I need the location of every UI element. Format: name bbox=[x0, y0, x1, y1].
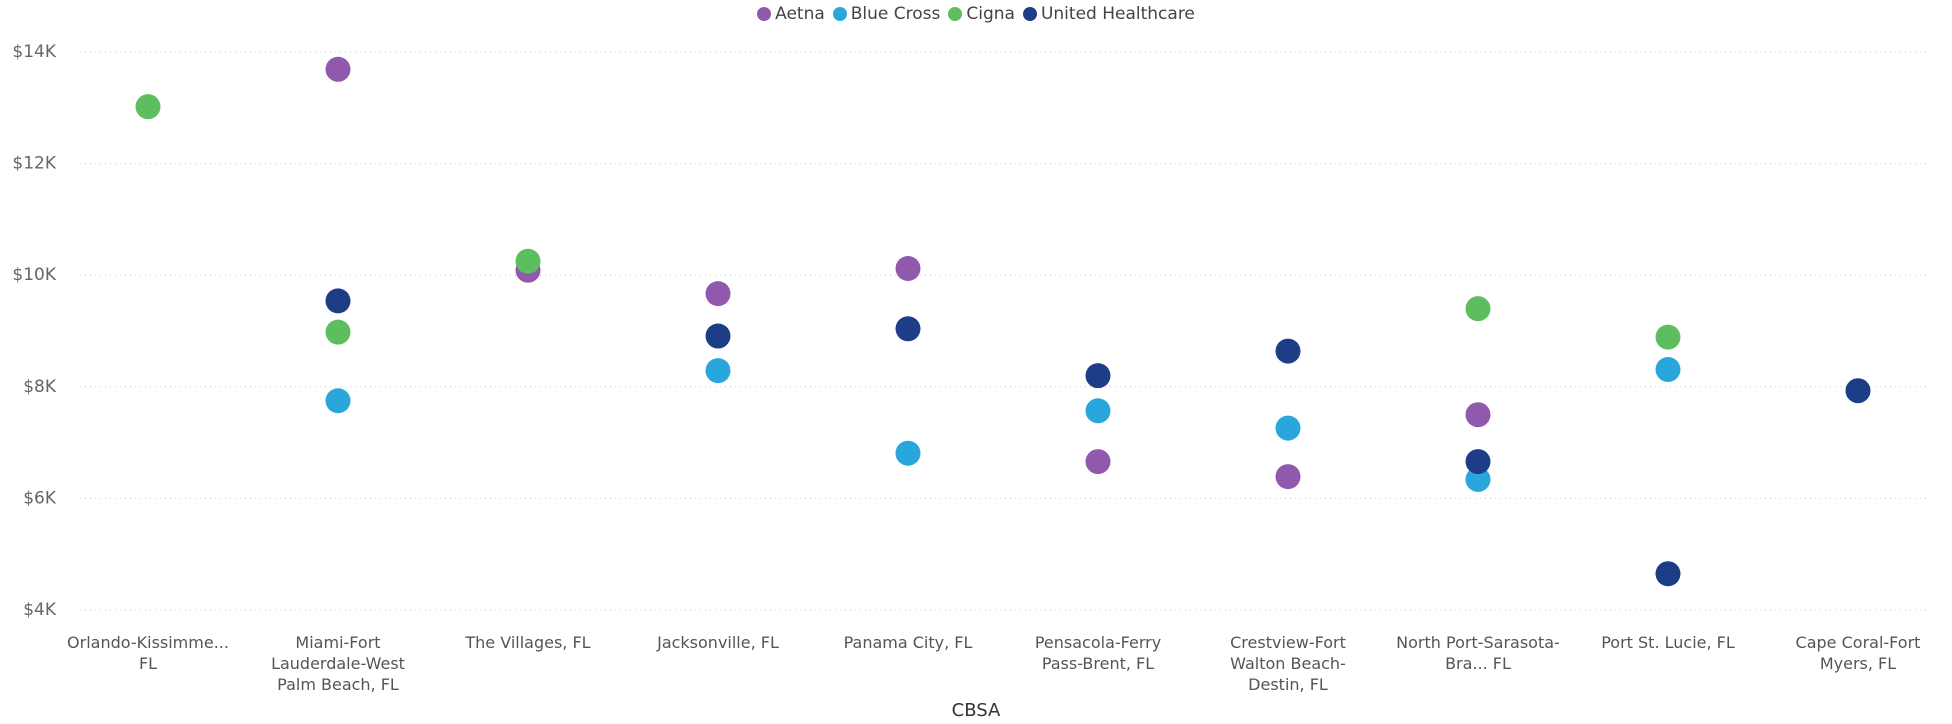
legend-label: Aetna bbox=[775, 4, 825, 24]
dot bbox=[705, 281, 731, 307]
legend-item: Aetna bbox=[757, 4, 825, 24]
y-tick-label: $10K bbox=[12, 265, 56, 285]
y-tick-label: $8K bbox=[23, 377, 57, 397]
legend-swatch bbox=[1022, 7, 1037, 21]
dot bbox=[1085, 398, 1111, 424]
y-tick-label: $12K bbox=[12, 154, 56, 174]
legend-label: United Healthcare bbox=[1040, 4, 1195, 24]
legend-swatch bbox=[757, 7, 772, 21]
legend-swatch bbox=[948, 7, 963, 21]
dot bbox=[325, 288, 351, 314]
dot bbox=[1085, 449, 1111, 475]
legend-item: Cigna bbox=[948, 4, 1015, 24]
x-axis-title: CBSA bbox=[951, 700, 1001, 721]
x-tick-label: Panama City, FL bbox=[843, 633, 973, 652]
x-tick-label: North Port-Sarasota-Bra... FL bbox=[1396, 633, 1560, 673]
dot bbox=[325, 319, 351, 345]
x-tick-label: Orlando-Kissimme... FL bbox=[67, 633, 229, 673]
dot bbox=[325, 388, 351, 414]
dot bbox=[325, 56, 351, 82]
dot bbox=[705, 358, 731, 384]
y-tick-label: $4K bbox=[23, 600, 57, 620]
legend: Aetna Blue Cross Cigna United Healthcare bbox=[0, 4, 1952, 24]
dot bbox=[1465, 466, 1491, 492]
dot bbox=[1465, 449, 1491, 475]
dot bbox=[1275, 415, 1301, 441]
x-tick-label: Cape Coral-Fort Myers, FL bbox=[1795, 633, 1921, 673]
legend-label: Blue Cross bbox=[850, 4, 941, 24]
dot bbox=[135, 94, 161, 120]
y-tick-label: $14K bbox=[12, 42, 56, 62]
x-tick-label: The Villages, FL bbox=[465, 633, 591, 652]
dot bbox=[515, 248, 541, 274]
dot bbox=[895, 256, 921, 282]
dot bbox=[1845, 378, 1871, 404]
legend-item: United Healthcare bbox=[1022, 4, 1195, 24]
legend-label: Cigna bbox=[966, 4, 1015, 24]
x-tick-label: Miami-Fort Lauderdale-West Palm Beach, F… bbox=[271, 633, 405, 694]
dot bbox=[1655, 561, 1681, 587]
legend-item: Blue Cross bbox=[832, 4, 941, 24]
dot bbox=[705, 323, 731, 349]
x-tick-label: Crestview-Fort Walton Beach-Destin, FL bbox=[1230, 633, 1346, 694]
x-tick-label: Pensacola-Ferry Pass-Brent, FL bbox=[1034, 633, 1162, 673]
dot bbox=[1465, 296, 1491, 322]
y-tick-label: $6K bbox=[23, 488, 57, 508]
dot bbox=[1085, 363, 1111, 389]
dot bbox=[1275, 338, 1301, 364]
dot bbox=[895, 316, 921, 342]
dot bbox=[1655, 324, 1681, 350]
legend-swatch bbox=[832, 7, 847, 21]
dot bbox=[895, 440, 921, 466]
dot bbox=[1655, 357, 1681, 383]
dot bbox=[1465, 402, 1491, 428]
x-tick-label: Port St. Lucie, FL bbox=[1601, 633, 1735, 652]
dot bbox=[1275, 464, 1301, 490]
x-tick-label: Jacksonville, FL bbox=[657, 633, 779, 652]
